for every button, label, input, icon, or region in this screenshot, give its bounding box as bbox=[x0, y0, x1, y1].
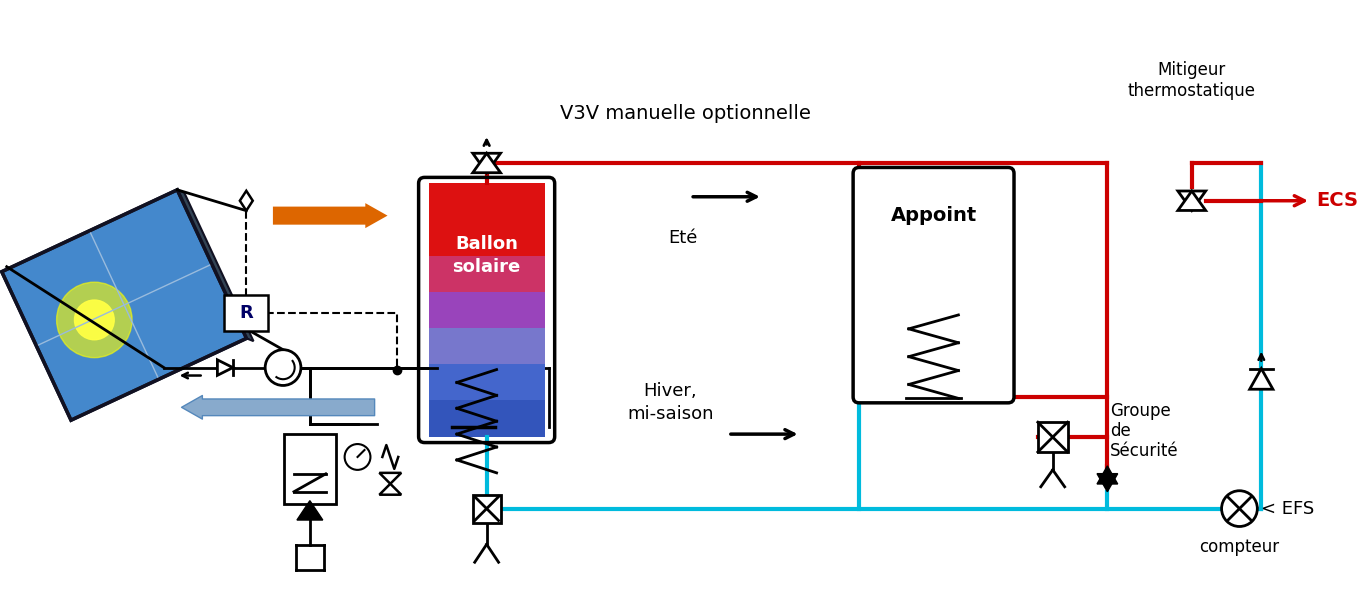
Circle shape bbox=[57, 282, 132, 357]
Text: mi-saison: mi-saison bbox=[627, 405, 714, 423]
Polygon shape bbox=[297, 500, 323, 520]
Polygon shape bbox=[379, 473, 401, 484]
Text: V3V manuelle optionnelle: V3V manuelle optionnelle bbox=[560, 104, 811, 123]
Circle shape bbox=[345, 444, 371, 470]
Bar bbox=[428, 220, 545, 255]
Polygon shape bbox=[240, 191, 252, 211]
Polygon shape bbox=[1, 190, 247, 420]
Polygon shape bbox=[473, 154, 500, 173]
Text: ECS: ECS bbox=[1315, 191, 1358, 210]
Bar bbox=[473, 495, 500, 523]
Circle shape bbox=[266, 350, 301, 386]
Bar bbox=[428, 400, 545, 437]
Text: Groupe: Groupe bbox=[1111, 402, 1171, 420]
Bar bbox=[428, 292, 545, 328]
Polygon shape bbox=[1250, 368, 1273, 389]
Polygon shape bbox=[1097, 466, 1118, 484]
Text: Sécurité: Sécurité bbox=[1111, 442, 1179, 460]
Text: < EFS: < EFS bbox=[1261, 500, 1314, 518]
Text: R: R bbox=[240, 304, 254, 322]
Circle shape bbox=[75, 300, 114, 340]
Text: Appoint: Appoint bbox=[890, 206, 977, 225]
Circle shape bbox=[1221, 491, 1257, 526]
FancyArrowPatch shape bbox=[273, 203, 387, 228]
Polygon shape bbox=[1178, 191, 1206, 211]
Text: Ballon
solaire: Ballon solaire bbox=[453, 235, 521, 276]
Bar bbox=[428, 328, 545, 364]
Polygon shape bbox=[177, 190, 254, 341]
Polygon shape bbox=[379, 484, 401, 495]
Text: thermostatique: thermostatique bbox=[1127, 82, 1255, 101]
Bar bbox=[428, 364, 545, 400]
Text: Mitigeur: Mitigeur bbox=[1157, 61, 1225, 79]
Bar bbox=[428, 255, 545, 292]
Text: de: de bbox=[1111, 422, 1131, 440]
Polygon shape bbox=[473, 154, 500, 173]
FancyBboxPatch shape bbox=[853, 168, 1014, 403]
Polygon shape bbox=[1178, 191, 1206, 211]
Bar bbox=[428, 184, 545, 220]
Text: Eté: Eté bbox=[669, 230, 698, 247]
Polygon shape bbox=[1097, 473, 1118, 492]
FancyBboxPatch shape bbox=[225, 295, 269, 331]
Bar bbox=[1037, 422, 1067, 452]
FancyArrowPatch shape bbox=[181, 395, 375, 419]
Text: compteur: compteur bbox=[1199, 538, 1280, 556]
Text: Hiver,: Hiver, bbox=[643, 383, 698, 400]
Polygon shape bbox=[218, 360, 233, 375]
Bar bbox=[284, 434, 335, 503]
